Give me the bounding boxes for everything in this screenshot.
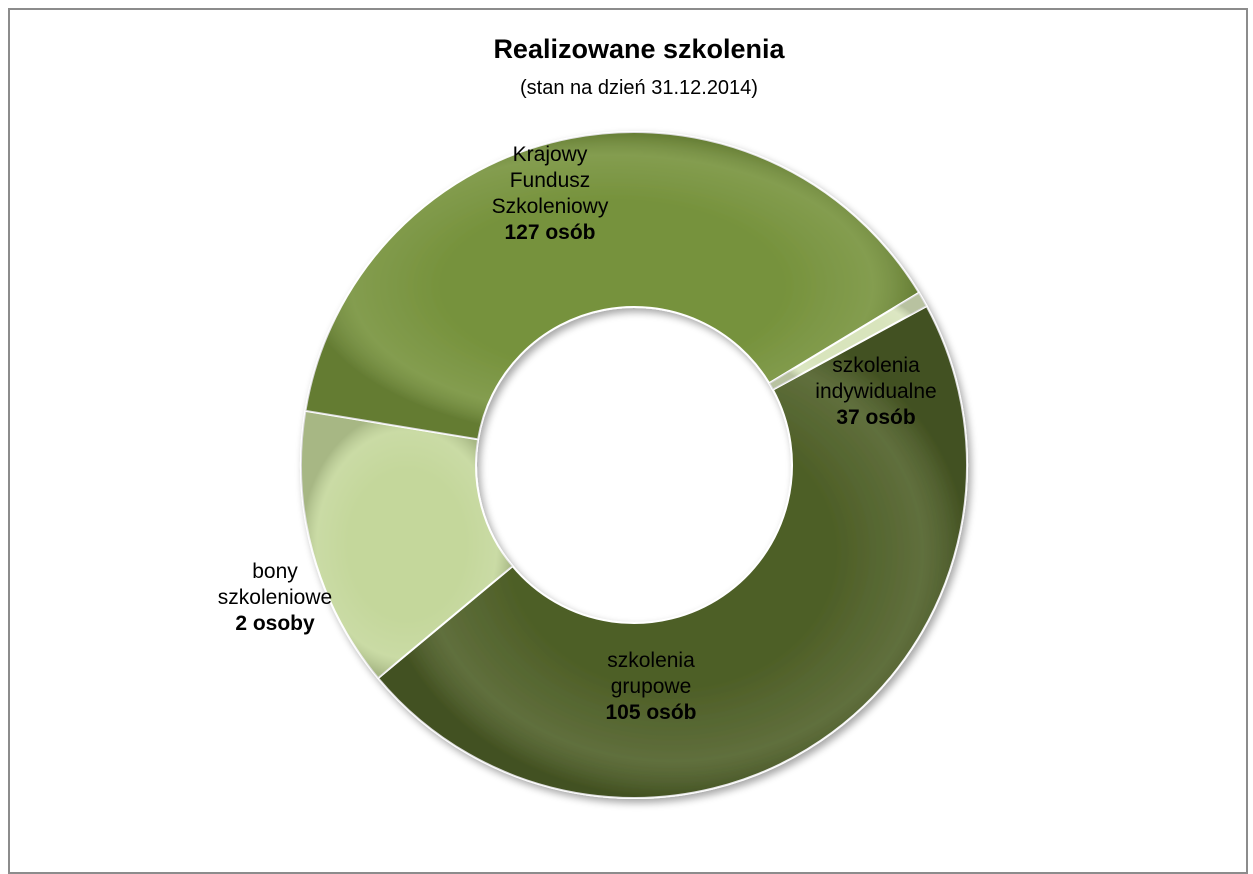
slice-krajowy-fundusz-gloss [378, 306, 968, 799]
slice-bony-szkoleniowe-gloss [769, 292, 927, 390]
slice-krajowy-fundusz-label-line: Szkoleniowy [492, 195, 609, 218]
slice-krajowy-fundusz-value-label: 127 osób [504, 221, 595, 244]
chart-subtitle: (stan na dzień 31.12.2014) [520, 77, 758, 99]
slice-szkolenia-grupowe-value-label: 105 osób [605, 701, 696, 724]
slice-bony-szkoleniowe-label-line: bony [252, 560, 298, 583]
slices-group [300, 131, 969, 799]
labels-group: Krajowy Fundusz Szkoleniowy 127 osób szkolen… [218, 143, 937, 724]
slice-bony-szkoleniowe-value-label: 2 osoby [235, 612, 315, 635]
slice-krajowy-fundusz-label-line: Krajowy [513, 143, 588, 166]
slice-szkolenia-grupowe-gloss [305, 132, 919, 440]
slice-bony-szkoleniowe-label-line: szkoleniowe [218, 586, 332, 609]
slice-szkolenia-indywidualne-value-label: 37 osób [836, 406, 915, 429]
slice-szkolenia-indywidualne-label-line: szkolenia [832, 354, 920, 377]
chart-title: Realizowane szkolenia [493, 34, 785, 64]
slice-szkolenia-grupowe-label-line: grupowe [611, 675, 692, 698]
slice-krajowy-fundusz-label-line: Fundusz [510, 169, 591, 192]
slice-szkolenia-indywidualne-gloss [301, 410, 513, 679]
slice-szkolenia-indywidualne-label-line: indywidualne [815, 380, 936, 403]
slice-szkolenia-grupowe-label-line: szkolenia [607, 649, 695, 672]
